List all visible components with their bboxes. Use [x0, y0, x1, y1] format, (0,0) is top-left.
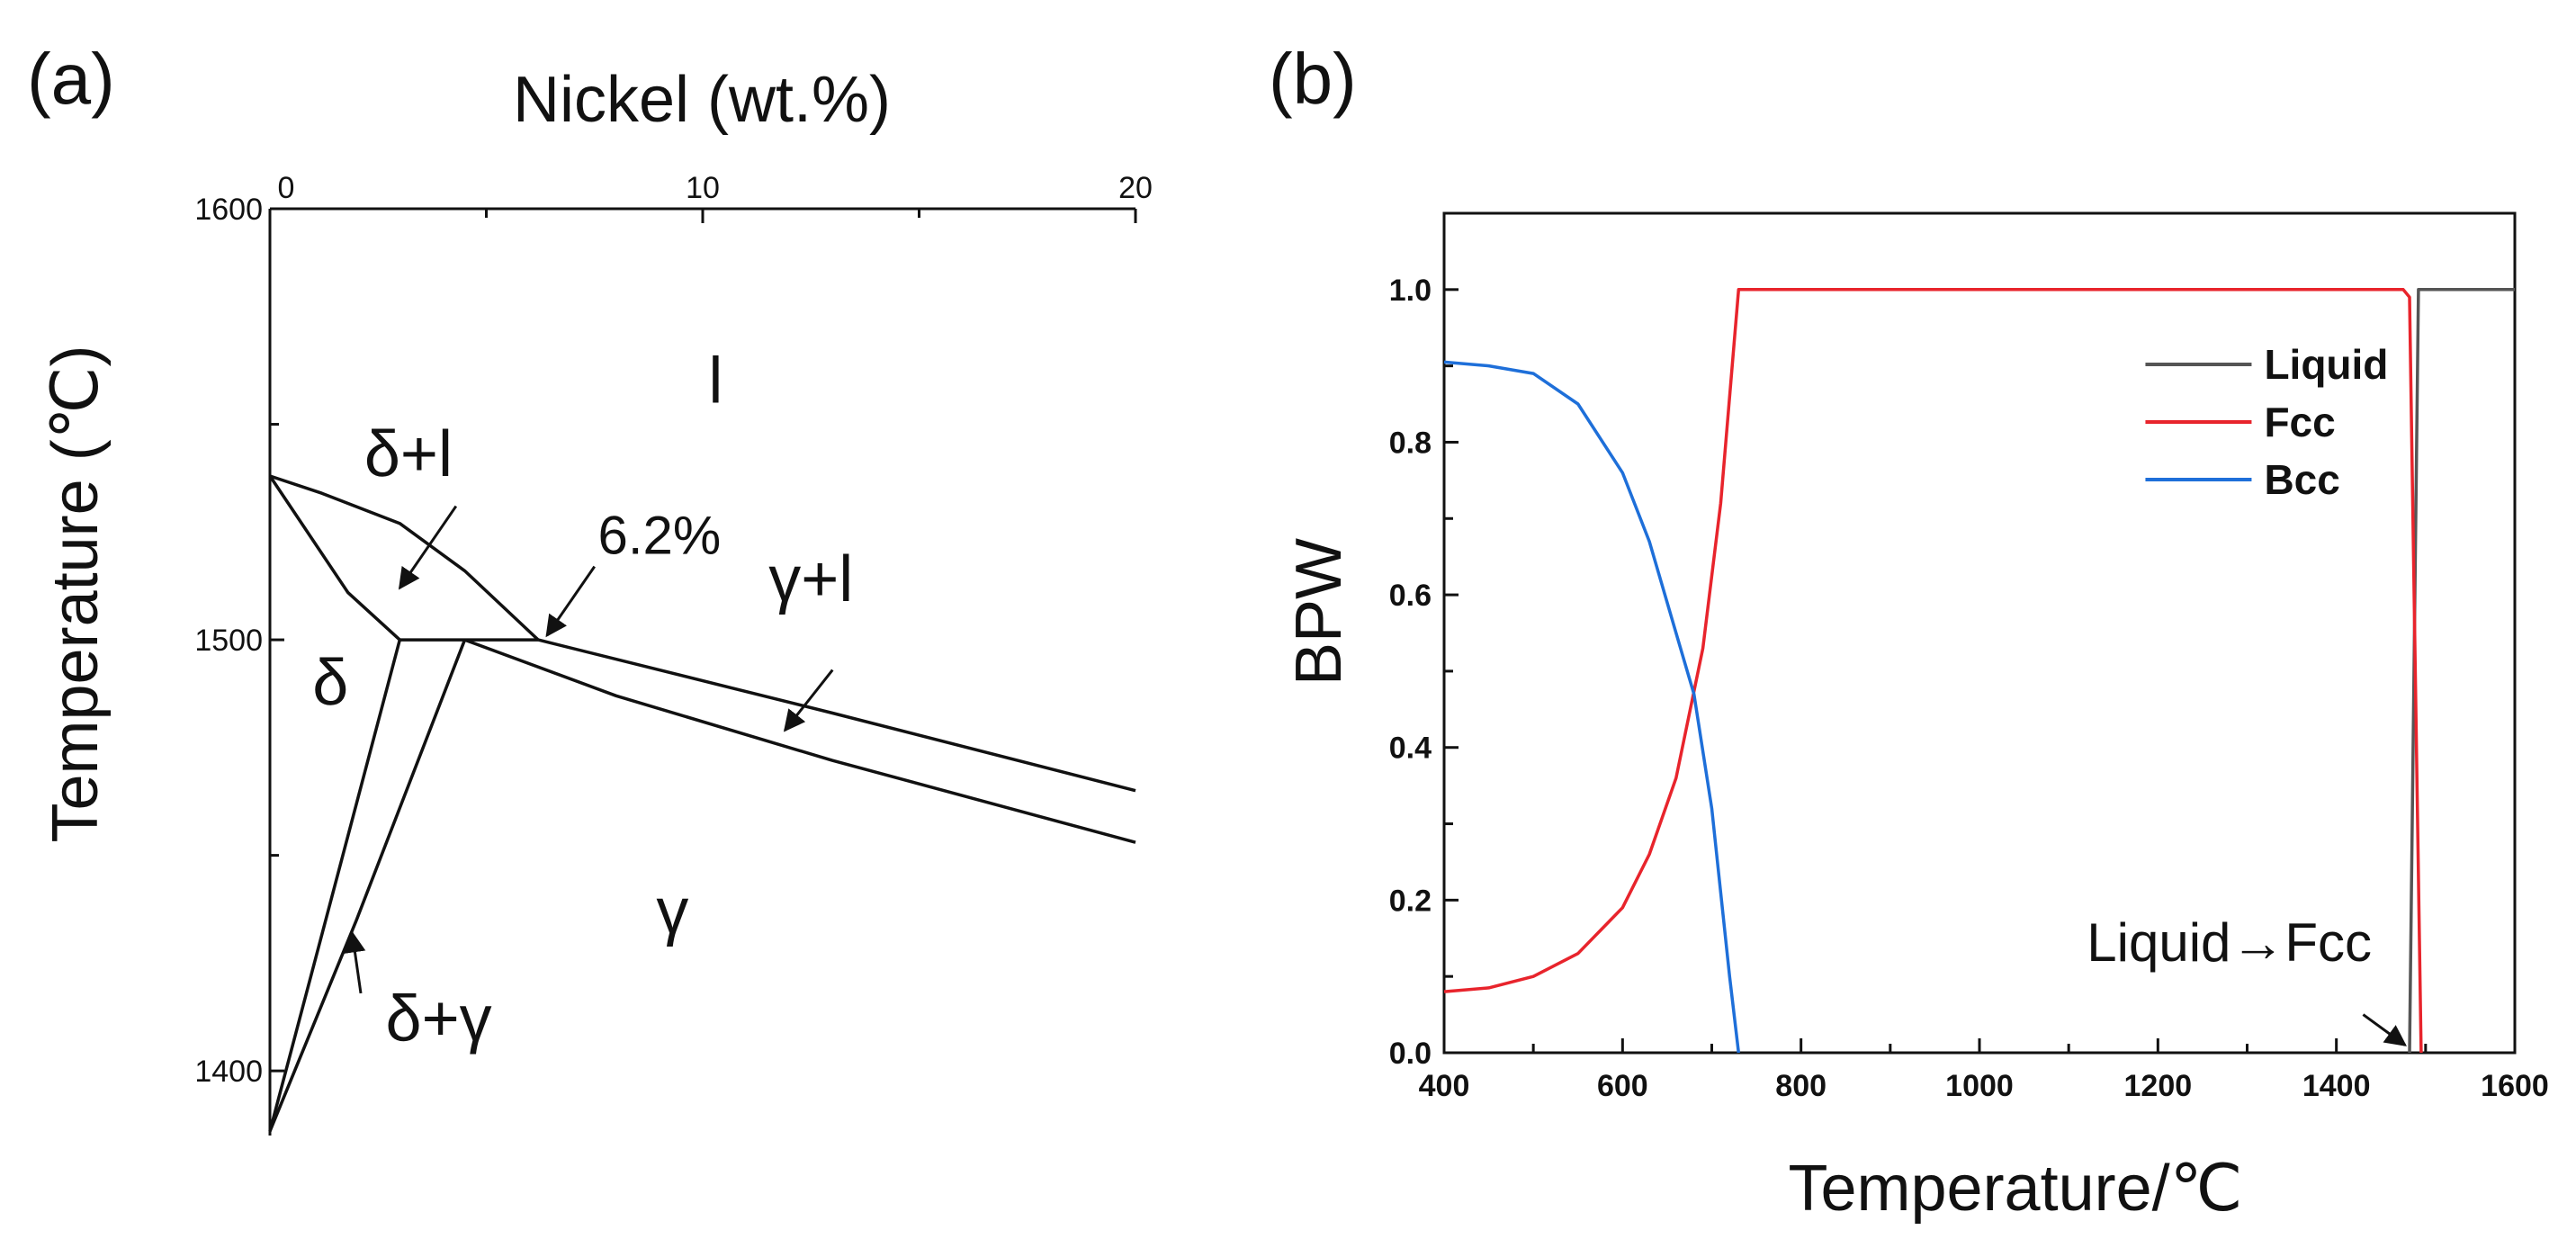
bpw-chart: 0.0 0.2 0.4 0.6 0.8 1.0 400 600 800 1000 1200 1400 1…	[1283, 211, 2549, 1225]
x-axis-title-a: Nickel (wt.%)	[513, 64, 891, 136]
phase-boundary-liquidus-delta	[269, 474, 540, 642]
legend-label-bcc: Bcc	[2264, 456, 2339, 503]
y-tick-label-b: 0.2	[1389, 884, 1432, 918]
y-tick-label-a: 1600	[194, 193, 263, 227]
bpw-legend: Liquid Fcc Bcc	[2145, 341, 2388, 503]
region-label: l	[708, 346, 723, 417]
bpw-series	[1443, 288, 2515, 1054]
phase-diagram-chart: 1400 1500 1600 0 10 20 6.2% l δ+l δ γ+l γ δ+γ Nick…	[40, 64, 1153, 1136]
phase-diagram-arrows: 6.2%	[344, 505, 834, 994]
legend-label-liquid: Liquid	[2264, 341, 2388, 388]
annotation-arrow	[545, 565, 596, 638]
x-tick-label-a: 10	[686, 171, 720, 205]
x-tick-label-b: 1600	[2481, 1069, 2549, 1103]
phase-boundary-delta-gamma-upper	[268, 639, 401, 1132]
y-tick-label-b: 0.8	[1389, 426, 1432, 460]
y-tick-label-a: 1500	[194, 624, 263, 658]
x-tick-label-b: 1400	[2302, 1069, 2371, 1103]
series-line-fcc	[1443, 288, 2423, 1054]
annotation-arrow	[398, 505, 458, 590]
legend-label-fcc: Fcc	[2264, 399, 2335, 445]
y-axis-title-b: BPW	[1283, 538, 1355, 686]
phase-diagram-boundaries	[268, 474, 1136, 1132]
panel-b-label: (b)	[1269, 39, 1357, 119]
bpw-axes: 0.0 0.2 0.4 0.6 0.8 1.0 400 600 800 1000 1200 1400 1…	[1389, 211, 2549, 1103]
phase-boundary-liquidus-gamma	[537, 638, 1136, 793]
x-tick-label-a: 0	[278, 171, 295, 205]
x-tick-label-b: 800	[1775, 1069, 1827, 1103]
y-tick-label-a: 1400	[194, 1055, 263, 1089]
y-tick-label-b: 1.0	[1389, 274, 1432, 308]
x-axis-title-b: Temperature/℃	[1788, 1153, 2242, 1225]
region-label: γ	[656, 875, 688, 947]
series-line-bcc	[1443, 360, 1741, 1054]
panel-a-label: (a)	[27, 39, 115, 119]
series-line-liquid	[2408, 288, 2515, 1054]
annotation-label: 6.2%	[598, 505, 722, 565]
x-tick-label-b: 1000	[1945, 1069, 2014, 1103]
region-label: δ	[312, 647, 348, 719]
region-label: δ+γ	[386, 983, 492, 1055]
region-label: δ+l	[364, 418, 453, 490]
y-tick-label-b: 0.6	[1389, 579, 1432, 613]
phase-diagram-region-labels: l δ+l δ γ+l γ δ+γ	[312, 346, 853, 1055]
x-tick-label-b: 1200	[2124, 1069, 2193, 1103]
x-tick-label-b: 600	[1597, 1069, 1648, 1103]
bpw-annotations: Liquid→Fcc	[2087, 912, 2407, 1046]
phase-boundary-delta-gamma-lower	[268, 639, 467, 1132]
phase-diagram-axes: 1400 1500 1600 0 10 20	[194, 171, 1153, 1136]
phase-boundary-solidus-gamma	[463, 638, 1136, 844]
annotation-arrow	[783, 669, 834, 732]
y-tick-label-b: 0.4	[1389, 732, 1432, 766]
y-axis-title-a: Temperature (℃)	[40, 345, 112, 842]
region-label: γ+l	[768, 543, 853, 615]
annotation-arrow-b	[2362, 1013, 2407, 1046]
annotation-arrow	[344, 930, 366, 994]
annotation-label-b: Liquid→Fcc	[2087, 912, 2372, 973]
x-tick-label-b: 400	[1419, 1069, 1470, 1103]
phase-boundary-solidus-delta	[268, 475, 401, 642]
x-tick-label-a: 20	[1118, 171, 1153, 205]
y-tick-label-b: 0.0	[1389, 1037, 1432, 1071]
